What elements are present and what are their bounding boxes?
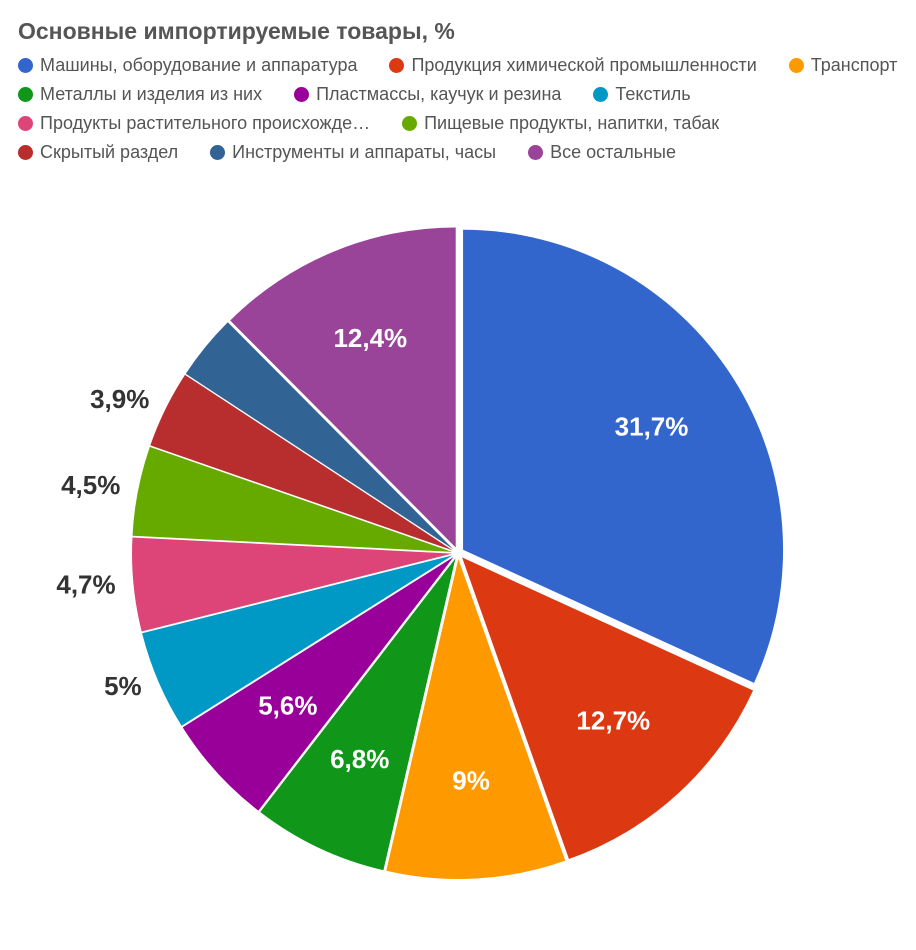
legend: Машины, оборудование и аппаратура Продукц… xyxy=(18,55,898,163)
slice-label: 4,5% xyxy=(61,470,120,500)
legend-item[interactable]: Продукты растительного происхожде… xyxy=(18,113,370,134)
legend-item[interactable]: Текстиль xyxy=(593,84,690,105)
legend-label: Пластмассы, каучук и резина xyxy=(316,84,561,105)
legend-item[interactable]: Скрытый раздел xyxy=(18,142,178,163)
legend-label: Продукты растительного происхожде… xyxy=(40,113,370,134)
legend-label: Машины, оборудование и аппаратура xyxy=(40,55,357,76)
legend-swatch xyxy=(789,58,804,73)
slice-label: 9% xyxy=(452,766,490,796)
chart-title: Основные импортируемые товары, % xyxy=(18,18,898,45)
slice-label: 12,7% xyxy=(576,706,650,736)
legend-item[interactable]: Продукция химической промышленности xyxy=(389,55,756,76)
legend-swatch xyxy=(528,145,543,160)
legend-label: Транспорт xyxy=(811,55,898,76)
legend-label: Металлы и изделия из них xyxy=(40,84,262,105)
legend-swatch xyxy=(402,116,417,131)
legend-label: Текстиль xyxy=(615,84,690,105)
pie-chart: 31,7% 12,7% 9% 6,8% 5,6% 5% 4,7% 4,5% 3,9% 12,4% xyxy=(18,203,898,903)
legend-item[interactable]: Машины, оборудование и аппаратура xyxy=(18,55,357,76)
legend-swatch xyxy=(18,116,33,131)
legend-label: Продукция химической промышленности xyxy=(411,55,756,76)
legend-item[interactable]: Пластмассы, каучук и резина xyxy=(294,84,561,105)
slice-label: 4,7% xyxy=(56,569,115,599)
legend-swatch xyxy=(389,58,404,73)
legend-label: Инструменты и аппараты, часы xyxy=(232,142,496,163)
legend-label: Пищевые продукты, напитки, табак xyxy=(424,113,719,134)
legend-item[interactable]: Все остальные xyxy=(528,142,676,163)
legend-swatch xyxy=(18,58,33,73)
slice-label: 3,9% xyxy=(90,384,149,414)
pie-chart-container: 31,7% 12,7% 9% 6,8% 5,6% 5% 4,7% 4,5% 3,9% 12,4% xyxy=(18,203,898,903)
chart-frame: Основные импортируемые товары, % Машины,… xyxy=(0,0,916,950)
legend-label: Скрытый раздел xyxy=(40,142,178,163)
legend-item[interactable]: Инструменты и аппараты, часы xyxy=(210,142,496,163)
slice-label: 5% xyxy=(104,671,142,701)
legend-item[interactable]: Транспорт xyxy=(789,55,898,76)
legend-swatch xyxy=(294,87,309,102)
slice-label: 6,8% xyxy=(330,744,389,774)
legend-item[interactable]: Металлы и изделия из них xyxy=(18,84,262,105)
slice-label: 31,7% xyxy=(615,412,689,442)
slice-label: 12,4% xyxy=(333,323,407,353)
legend-item[interactable]: Пищевые продукты, напитки, табак xyxy=(402,113,719,134)
legend-swatch xyxy=(593,87,608,102)
legend-swatch xyxy=(18,145,33,160)
slice-label: 5,6% xyxy=(258,691,317,721)
legend-swatch xyxy=(18,87,33,102)
legend-label: Все остальные xyxy=(550,142,676,163)
legend-swatch xyxy=(210,145,225,160)
